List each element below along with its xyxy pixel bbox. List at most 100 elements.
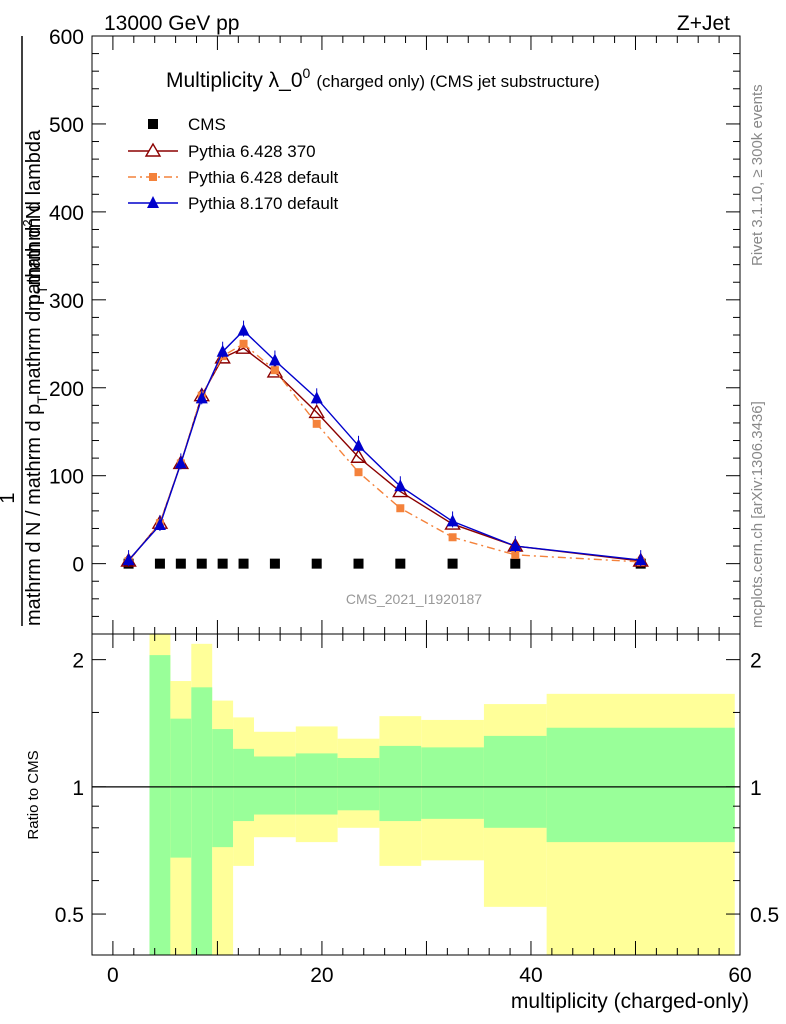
cms-point [395,558,406,569]
ylabel-denominator: mathrm d N / mathrm d pTmathrm d pTmathr… [23,129,50,626]
pythia8-point [237,323,250,336]
pythia8-point [310,391,323,404]
cms-point [447,558,458,569]
main-ylabel: 1 mathrm d2N mathrm d N / mathrm d pTmat… [0,36,50,626]
cms-point [353,558,364,569]
pythia8-point [153,517,166,530]
header-left-label: 13000 GeV pp [104,12,239,35]
main-ytick-label: 200 [49,378,84,401]
chart-title-sub: (charged only) (CMS jet substructure) [316,72,599,91]
cms-point [510,558,521,569]
ratio-xtick-label: 40 [519,964,542,987]
cms-point [238,558,249,569]
ratio-ytick-label: 1 [72,777,84,800]
legend-label-0: CMS [188,115,226,134]
mcplots-label: mcplots.cern.ch [arXiv:1306.3436] [749,401,766,628]
cms-point [311,558,322,569]
pythia8-point [122,553,135,566]
legend-marker-pythia6-370 [144,142,162,157]
main-ytick-label: 100 [49,466,84,489]
pythia8-point [174,456,187,469]
ratio-xtick-label: 20 [310,964,333,987]
pythia8-point [216,344,229,357]
pythia8-point [195,391,208,404]
ratio-band-green [337,758,380,811]
main-ytick-label: 0 [72,554,84,577]
pythia6-default-point [448,533,457,542]
ratio-band-green [170,718,192,858]
ratio-band-green [212,729,234,848]
main-ytick-label: 400 [49,202,84,225]
series-line-1 [128,347,641,562]
main-ytick-label: 300 [49,290,84,313]
rivet-label: Rivet 3.1.10, ≥ 300k events [749,84,766,266]
pythia6-370-point [350,448,367,463]
ratio-band-green [233,748,254,822]
ylabel-numerator: 1 [0,492,19,503]
legend-marker-cms [148,119,158,129]
ylabel-top: mathrm d2N [20,205,45,311]
legend-label-1: Pythia 6.428 370 [188,142,316,161]
cms-point [217,558,228,569]
ratio-band-green [421,747,484,819]
legend-marker-pythia6-default [149,173,157,181]
ratio-ytick-label: 0.5 [55,904,84,927]
ratio-band-green [483,735,547,828]
x-axis-label: multiplicity (charged-only) [511,990,749,1013]
ratio-ytick-label-right: 2 [750,650,762,673]
pythia6-370-point [308,403,325,419]
ratio-xtick-label: 60 [728,964,751,987]
main-ytick-label: 600 [49,26,84,49]
pythia6-default-point [239,339,248,348]
ratio-plot-frame [91,633,741,956]
series-line-2 [128,342,641,563]
legend-label-3: Pythia 8.170 default [188,194,339,213]
pythia6-default-point [511,550,520,559]
ylabel-top-part1: 2 [20,219,35,226]
legend-label-2: Pythia 6.428 default [188,168,339,187]
ratio-ytick-label: 2 [72,650,84,673]
series-line-3 [128,329,641,561]
main-plot: 0 100 200 300 400 500 600 [49,26,741,635]
ylabel-top-part0: mathrm d [23,227,45,311]
ratio-band-green [295,753,338,815]
ratio-ylabel: Ratio to CMS [25,750,42,839]
pythia6-default-point [312,419,321,428]
pythia8-point [509,539,522,552]
ylabel-top-part2: N [23,205,45,219]
ratio-band-green [546,727,735,843]
ratio-band-green [191,687,213,955]
ratio-band-green [254,756,296,815]
main-series [120,320,649,569]
ratio-xtick-label: 0 [107,964,119,987]
ratio-axes: 0.5 0.51 12 20 20 40 60 [55,634,779,987]
chart-title-sup: 0 [303,65,311,81]
pythia8-point [634,553,647,566]
ylabel-denom-part2: mathrm d p [23,294,45,395]
ylabel-denom-part0: mathrm d N / mathrm d p [23,404,45,626]
ratio-ytick-label-right: 0.5 [750,904,779,927]
ratio-band-green [379,745,422,822]
ylabel-denom-part4: mathrm d lambda [23,129,45,285]
pythia6-default-point [354,468,363,477]
legend: CMS Pythia 6.428 370 Pythia 6.428 default P… [128,115,339,213]
pythia6-default-point [270,366,279,375]
chart-title-main: Multiplicity λ_0 [166,69,303,92]
cms-point [154,558,165,569]
analysis-watermark: CMS_2021_I1920187 [346,591,482,607]
pythia8-point [268,353,281,366]
ylabel-denom-part3: T [34,285,50,294]
legend-marker-pythia8 [147,196,159,208]
pythia8-point [394,479,407,492]
pythia8-point [446,514,459,527]
cms-point [196,558,207,569]
ratio-ytick-label-right: 1 [750,777,762,800]
cms-point [269,558,280,569]
chart-title: Multiplicity λ_00 (charged only) (CMS jet… [166,65,600,92]
cms-point [175,558,186,569]
pythia8-point [352,438,365,451]
main-axes: 0 100 200 300 400 500 600 [49,26,741,635]
ylabel-denom-part1: T [34,395,50,404]
header-right-label: Z+Jet [677,12,730,35]
